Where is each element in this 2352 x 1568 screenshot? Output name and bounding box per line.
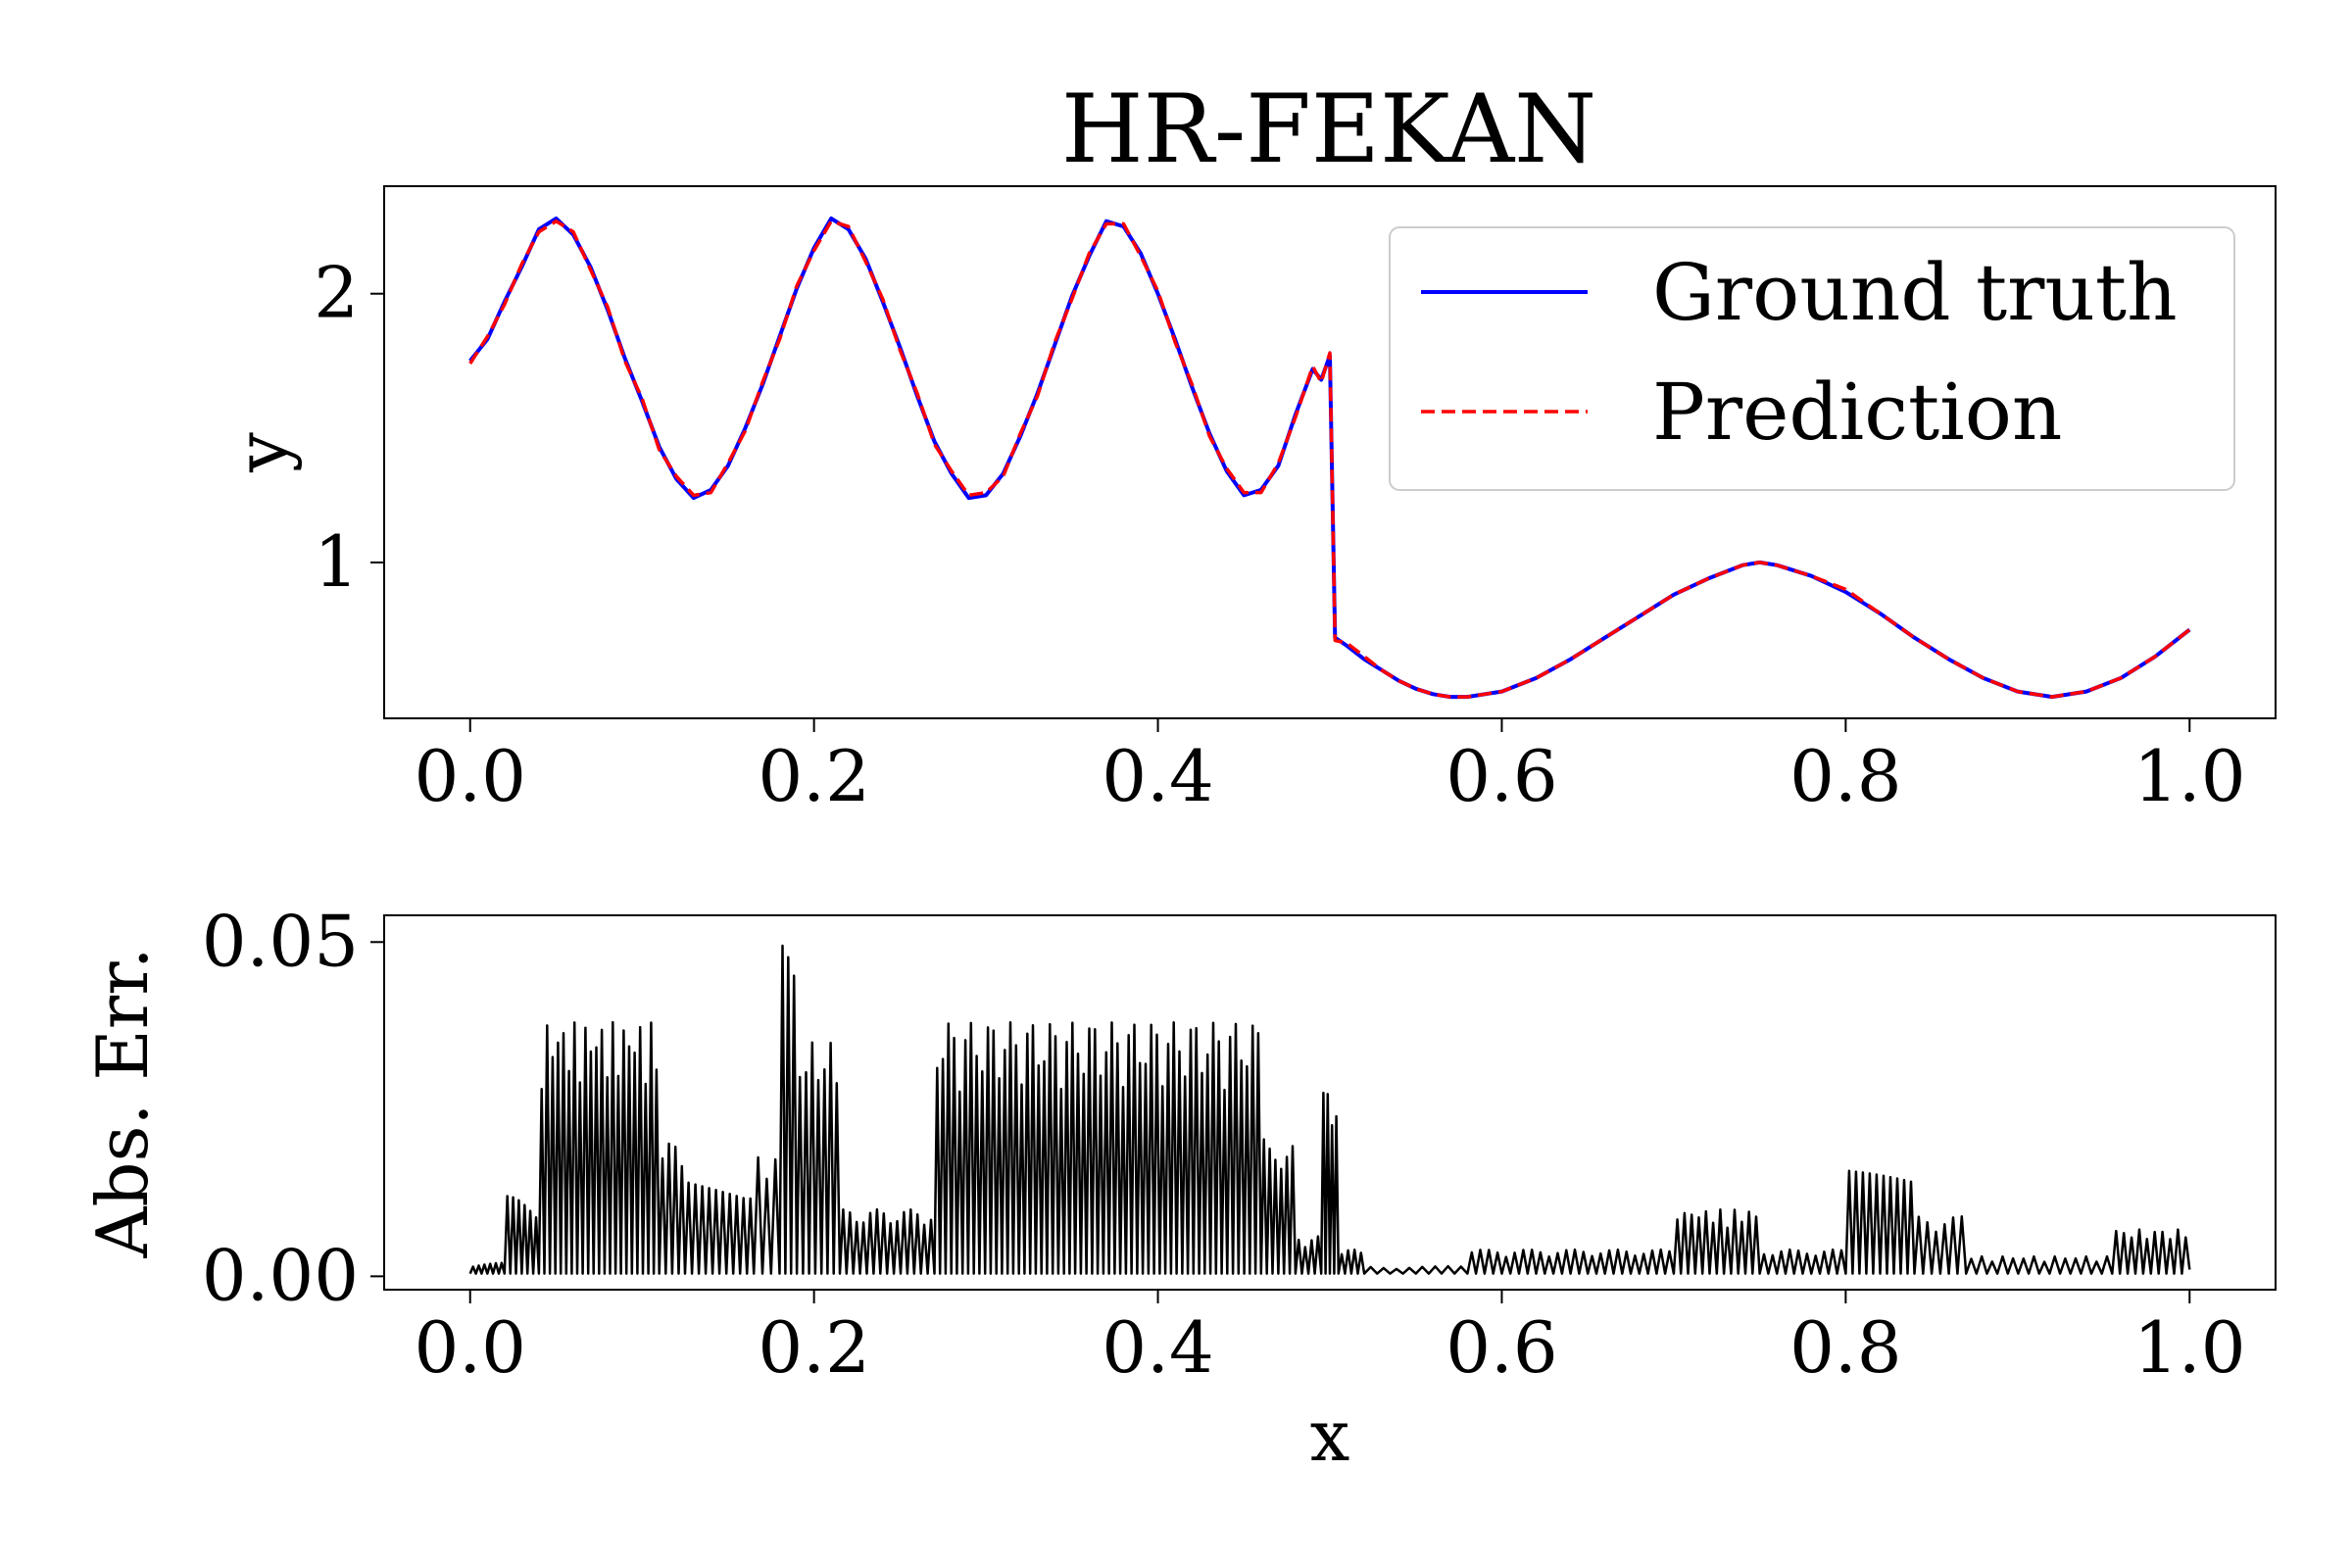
legend-box bbox=[1389, 226, 2235, 491]
top-ticks: 0.0 0.2 0.4 0.6 0.8 1.0 1 2 bbox=[314, 252, 2245, 817]
bottom-y-axis-label: Abs. Err. bbox=[81, 947, 164, 1258]
top-y-tick-label: 2 bbox=[314, 252, 359, 334]
top-series-group bbox=[468, 216, 2191, 700]
bottom-series-group bbox=[468, 944, 2191, 1275]
series-line-abs-error bbox=[468, 944, 2191, 1275]
top-panel: 0.0 0.2 0.4 0.6 0.8 1.0 1 2 y Ground truth Pred… bbox=[220, 185, 2277, 817]
top-y-axis-label: y bbox=[220, 432, 303, 473]
bottom-x-tick-label: 0.2 bbox=[758, 1306, 870, 1389]
bottom-x-tick-label: 0.0 bbox=[414, 1306, 526, 1389]
bottom-y-tick-label: 0.00 bbox=[202, 1234, 359, 1316]
figure-title: HR-FEKAN bbox=[1061, 74, 1596, 184]
top-x-tick-label: 0.0 bbox=[414, 735, 526, 817]
top-x-tick-label: 1.0 bbox=[2133, 735, 2246, 817]
bottom-panel: 0.0 0.2 0.4 0.6 0.8 1.0 0.00 0.05 Abs. Err. x bbox=[81, 900, 2277, 1477]
bottom-plot-frame bbox=[383, 914, 2277, 1291]
legend-label-prediction: Prediction bbox=[1652, 367, 2062, 458]
top-plot-frame bbox=[383, 185, 2277, 719]
bottom-ticks: 0.0 0.2 0.4 0.6 0.8 1.0 0.00 0.05 bbox=[202, 900, 2246, 1389]
top-x-tick-label: 0.2 bbox=[758, 735, 870, 817]
top-x-tick-label: 0.8 bbox=[1789, 735, 1902, 817]
bottom-x-tick-label: 1.0 bbox=[2133, 1306, 2246, 1389]
bottom-x-tick-label: 0.8 bbox=[1789, 1306, 1902, 1389]
bottom-x-axis-label: x bbox=[1310, 1395, 1350, 1477]
legend: Ground truth Prediction bbox=[1389, 226, 2235, 491]
legend-label-ground-truth: Ground truth bbox=[1652, 247, 2178, 338]
top-x-tick-label: 0.6 bbox=[1446, 735, 1558, 817]
bottom-x-tick-label: 0.4 bbox=[1102, 1306, 1214, 1389]
series-line-prediction bbox=[468, 219, 2191, 699]
top-x-tick-label: 0.4 bbox=[1102, 735, 1214, 817]
bottom-x-tick-label: 0.6 bbox=[1446, 1306, 1558, 1389]
bottom-y-tick-label: 0.05 bbox=[202, 900, 359, 982]
top-y-tick-label: 1 bbox=[314, 520, 359, 603]
